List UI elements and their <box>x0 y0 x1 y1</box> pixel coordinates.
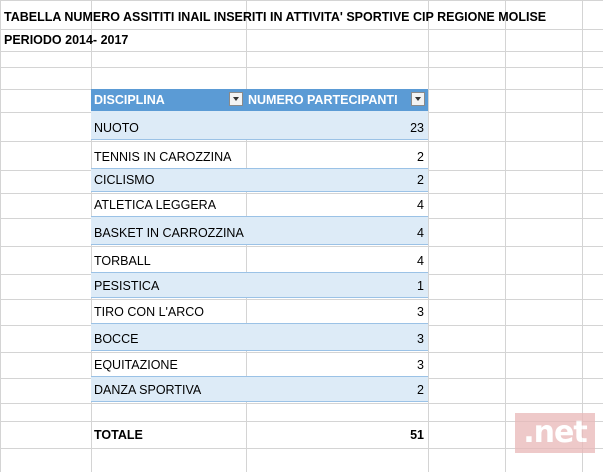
table-row[interactable]: BOCCE 3 <box>91 324 428 351</box>
cell-disciplina: TORBALL <box>94 254 151 268</box>
table-row[interactable]: TORBALL 4 <box>91 245 428 273</box>
cell-partecipanti: 23 <box>410 121 424 135</box>
cell-partecipanti: 4 <box>417 254 424 268</box>
cell-partecipanti: 1 <box>417 279 424 293</box>
grid-column-line <box>582 0 583 472</box>
grid-row-line <box>0 0 603 1</box>
header-numero-partecipanti: NUMERO PARTECIPANTI <box>248 93 398 107</box>
cell-disciplina: TIRO CON L'ARCO <box>94 305 205 319</box>
header-disciplina: DISCIPLINA <box>94 93 165 107</box>
cell-disciplina: CICLISMO <box>94 173 155 187</box>
table-row[interactable]: NUOTO 23 <box>91 111 428 140</box>
cell-disciplina: EQUITAZIONE <box>94 358 178 372</box>
filter-dropdown-partecipanti-icon[interactable] <box>411 92 425 106</box>
participants-table: DISCIPLINA NUMERO PARTECIPANTI NUOTO 23 … <box>91 89 428 402</box>
grid-column-line <box>0 0 1 472</box>
grid-row-line <box>0 448 603 449</box>
table-row[interactable]: PESISTICA 1 <box>91 273 428 298</box>
sheet-title: TABELLA NUMERO ASSITITI INAIL INSERITI I… <box>4 10 547 24</box>
cell-disciplina: NUOTO <box>94 121 139 135</box>
cell-disciplina: DANZA SPORTIVA <box>94 383 202 397</box>
grid-row-line <box>0 29 603 30</box>
grid-row-line <box>0 352 603 353</box>
table-row[interactable]: CICLISMO 2 <box>91 169 428 192</box>
cell-partecipanti: 3 <box>417 305 424 319</box>
grid-row-line <box>0 51 603 52</box>
table-row[interactable]: TIRO CON L'ARCO 3 <box>91 298 428 324</box>
cell-partecipanti: 4 <box>417 198 424 212</box>
grid-row-line <box>0 421 603 422</box>
total-row[interactable]: TOTALE 51 <box>91 424 428 446</box>
cell-disciplina: PESISTICA <box>94 279 160 293</box>
grid-row-line <box>0 193 603 194</box>
filter-dropdown-disciplina-icon[interactable] <box>229 92 243 106</box>
grid-row-line <box>0 67 603 68</box>
cell-partecipanti: 4 <box>417 226 424 240</box>
cell-disciplina: ATLETICA LEGGERA <box>94 198 217 212</box>
cell-partecipanti: 3 <box>417 358 424 372</box>
table-row[interactable]: ATLETICA LEGGERA 4 <box>91 192 428 217</box>
total-value: 51 <box>410 428 424 442</box>
grid-row-line <box>0 299 603 300</box>
watermark-logo: .net <box>515 413 595 453</box>
cell-partecipanti: 2 <box>417 383 424 397</box>
cell-partecipanti: 2 <box>417 173 424 187</box>
cell-disciplina: TENNIS IN CAROZZINA <box>94 150 232 164</box>
total-label: TOTALE <box>94 428 143 442</box>
grid-row-line <box>0 141 603 142</box>
cell-disciplina: BASKET IN CARROZZINA <box>94 226 244 240</box>
cell-partecipanti: 2 <box>417 150 424 164</box>
cell-disciplina: BOCCE <box>94 332 139 346</box>
grid-column-line <box>428 0 429 472</box>
table-row[interactable]: BASKET IN CARROZZINA 4 <box>91 217 428 245</box>
grid-row-line <box>0 403 603 404</box>
table-row[interactable]: EQUITAZIONE 3 <box>91 351 428 377</box>
sheet-period: PERIODO 2014- 2017 <box>4 33 129 47</box>
table-row[interactable]: DANZA SPORTIVA 2 <box>91 377 428 402</box>
cell-partecipanti: 3 <box>417 332 424 346</box>
table-row[interactable]: TENNIS IN CAROZZINA 2 <box>91 140 428 169</box>
grid-row-line <box>0 246 603 247</box>
table-header-row: DISCIPLINA NUMERO PARTECIPANTI <box>91 89 428 111</box>
grid-column-line <box>505 0 506 472</box>
